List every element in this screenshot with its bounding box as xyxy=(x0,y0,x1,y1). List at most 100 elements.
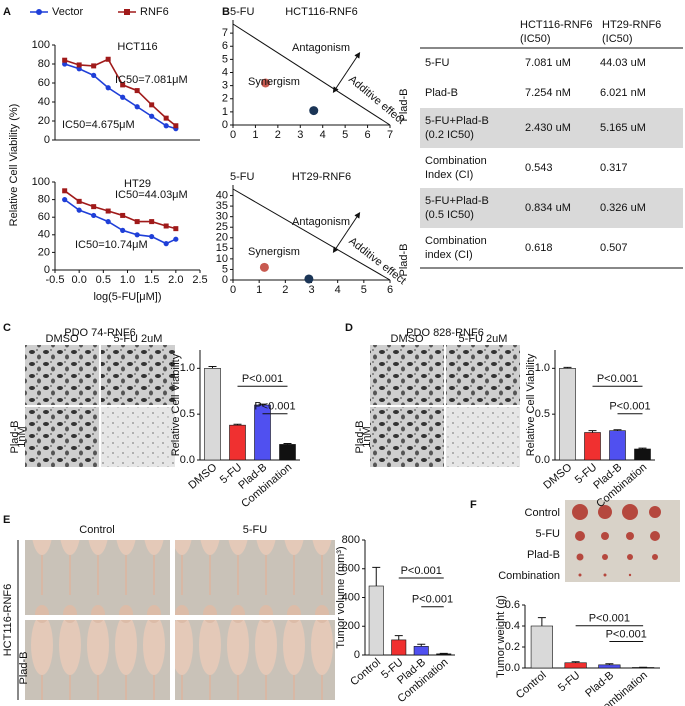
chart-title: HCT116-RNF6 xyxy=(285,6,358,18)
chart-title: HT29-RNF6 xyxy=(292,171,351,183)
y-tick-label: 0.4 xyxy=(505,620,520,632)
column-label: 5-FU 2uM xyxy=(459,333,508,345)
x-tick-label: -0.5 xyxy=(46,274,65,286)
y-tick-label: 40 xyxy=(38,229,50,241)
bar xyxy=(584,432,601,461)
column-label: Control xyxy=(79,524,114,536)
y-tick-label: 1.0 xyxy=(180,362,195,374)
x-tick-label: 1 xyxy=(252,129,258,141)
y-tick-label: 0.2 xyxy=(505,641,520,653)
x-tick-label: 0.5 xyxy=(96,274,111,286)
chart-title: HT29 xyxy=(124,178,151,190)
column-label: 5-FU xyxy=(243,524,268,536)
y-tick-label: 100 xyxy=(32,176,50,188)
bar xyxy=(254,404,271,461)
bar xyxy=(279,444,296,461)
row-label: Combination xyxy=(498,570,560,582)
x-tick-label: 3 xyxy=(297,129,303,141)
bar xyxy=(609,430,626,461)
point xyxy=(120,212,126,218)
table-cell: (IC50) xyxy=(520,33,551,45)
error-bar xyxy=(571,661,580,663)
x-tick-label: 3 xyxy=(308,284,314,296)
point xyxy=(62,197,68,203)
x-tick-label: 4 xyxy=(335,284,341,296)
point xyxy=(105,85,111,91)
y-tick-label: 40 xyxy=(216,189,228,201)
table-cell: 7.254 nM xyxy=(525,87,571,99)
annotation: Synergism xyxy=(248,76,300,88)
y-tick-label: 20 xyxy=(38,246,50,258)
x-tick-label: 7 xyxy=(387,129,393,141)
arrow xyxy=(346,52,361,73)
table-cell: Combination xyxy=(425,235,487,247)
y-axis-label: Relative Cell Viability (%) xyxy=(8,104,20,227)
error-bar xyxy=(394,635,403,640)
row-label: 1nM xyxy=(16,426,28,447)
annotation: IC50=10.74μM xyxy=(75,239,148,251)
y-tick-label: 4 xyxy=(222,66,228,78)
point xyxy=(173,123,179,129)
point xyxy=(309,106,319,116)
error-bar xyxy=(258,403,267,405)
point xyxy=(76,62,82,68)
point xyxy=(105,219,111,225)
y-tick-label: 3 xyxy=(222,80,228,92)
table-cell: (IC50) xyxy=(602,33,633,45)
y-tick-label: 80 xyxy=(38,194,50,206)
point xyxy=(163,223,169,229)
micrograph xyxy=(101,407,175,467)
point xyxy=(120,82,126,88)
point xyxy=(76,198,82,204)
y-tick-label: 400 xyxy=(342,591,360,603)
y-tick-label: 1.0 xyxy=(535,362,550,374)
y-tick-label: 0.5 xyxy=(180,408,195,420)
row-label: Plad-B xyxy=(527,549,560,561)
micrograph xyxy=(446,345,520,405)
annotation: P<0.001 xyxy=(412,594,453,606)
point xyxy=(259,262,269,272)
x-tick-label: 1 xyxy=(256,284,262,296)
point xyxy=(134,232,140,238)
x-tick-label: 0.0 xyxy=(72,274,87,286)
table-cell: 5.165 uM xyxy=(600,122,646,134)
chart-title: HCT116 xyxy=(117,41,157,53)
table-cell: HT29-RNF6 xyxy=(602,19,661,31)
point xyxy=(163,241,169,247)
table-cell: Plad-B xyxy=(425,87,458,99)
table-cell: 5-FU+Plad-B xyxy=(425,115,489,127)
table-cell: Combination xyxy=(425,155,487,167)
x-tick-label: 2 xyxy=(282,284,288,296)
table-cell: 0.618 xyxy=(525,242,553,254)
micrograph xyxy=(101,345,175,405)
annotation: IC50=7.081μM xyxy=(115,74,188,86)
y-tick-label: 0 xyxy=(354,649,360,661)
bar xyxy=(229,424,246,461)
error-bar xyxy=(417,643,426,647)
y-tick-label: 20 xyxy=(38,115,50,127)
error-bar xyxy=(233,423,242,426)
micrograph xyxy=(446,407,520,467)
row-label: 5-FU xyxy=(536,528,561,540)
x-axis-label: Plad-B xyxy=(398,243,410,276)
y-axis-label: 5-FU xyxy=(230,171,255,183)
annotation: IC50=4.675μM xyxy=(62,119,135,131)
y-tick-label: 40 xyxy=(38,96,50,108)
x-tick-label: 2 xyxy=(275,129,281,141)
annotation: Synergism xyxy=(248,246,300,258)
additive-line xyxy=(232,23,391,126)
y-tick-label: 5 xyxy=(222,263,228,275)
table-cell: 0.326 uM xyxy=(600,202,646,214)
point xyxy=(134,219,140,225)
error-bar xyxy=(283,443,292,445)
bar xyxy=(564,662,587,669)
mice-photo xyxy=(175,620,335,700)
x-tick-label: 5 xyxy=(361,284,367,296)
error-bar xyxy=(605,663,614,665)
point xyxy=(163,123,169,129)
annotation: P<0.001 xyxy=(597,373,638,385)
y-tick-label: 2 xyxy=(222,93,228,105)
point xyxy=(149,219,155,225)
point xyxy=(120,94,126,100)
y-tick-label: 1 xyxy=(222,106,228,118)
